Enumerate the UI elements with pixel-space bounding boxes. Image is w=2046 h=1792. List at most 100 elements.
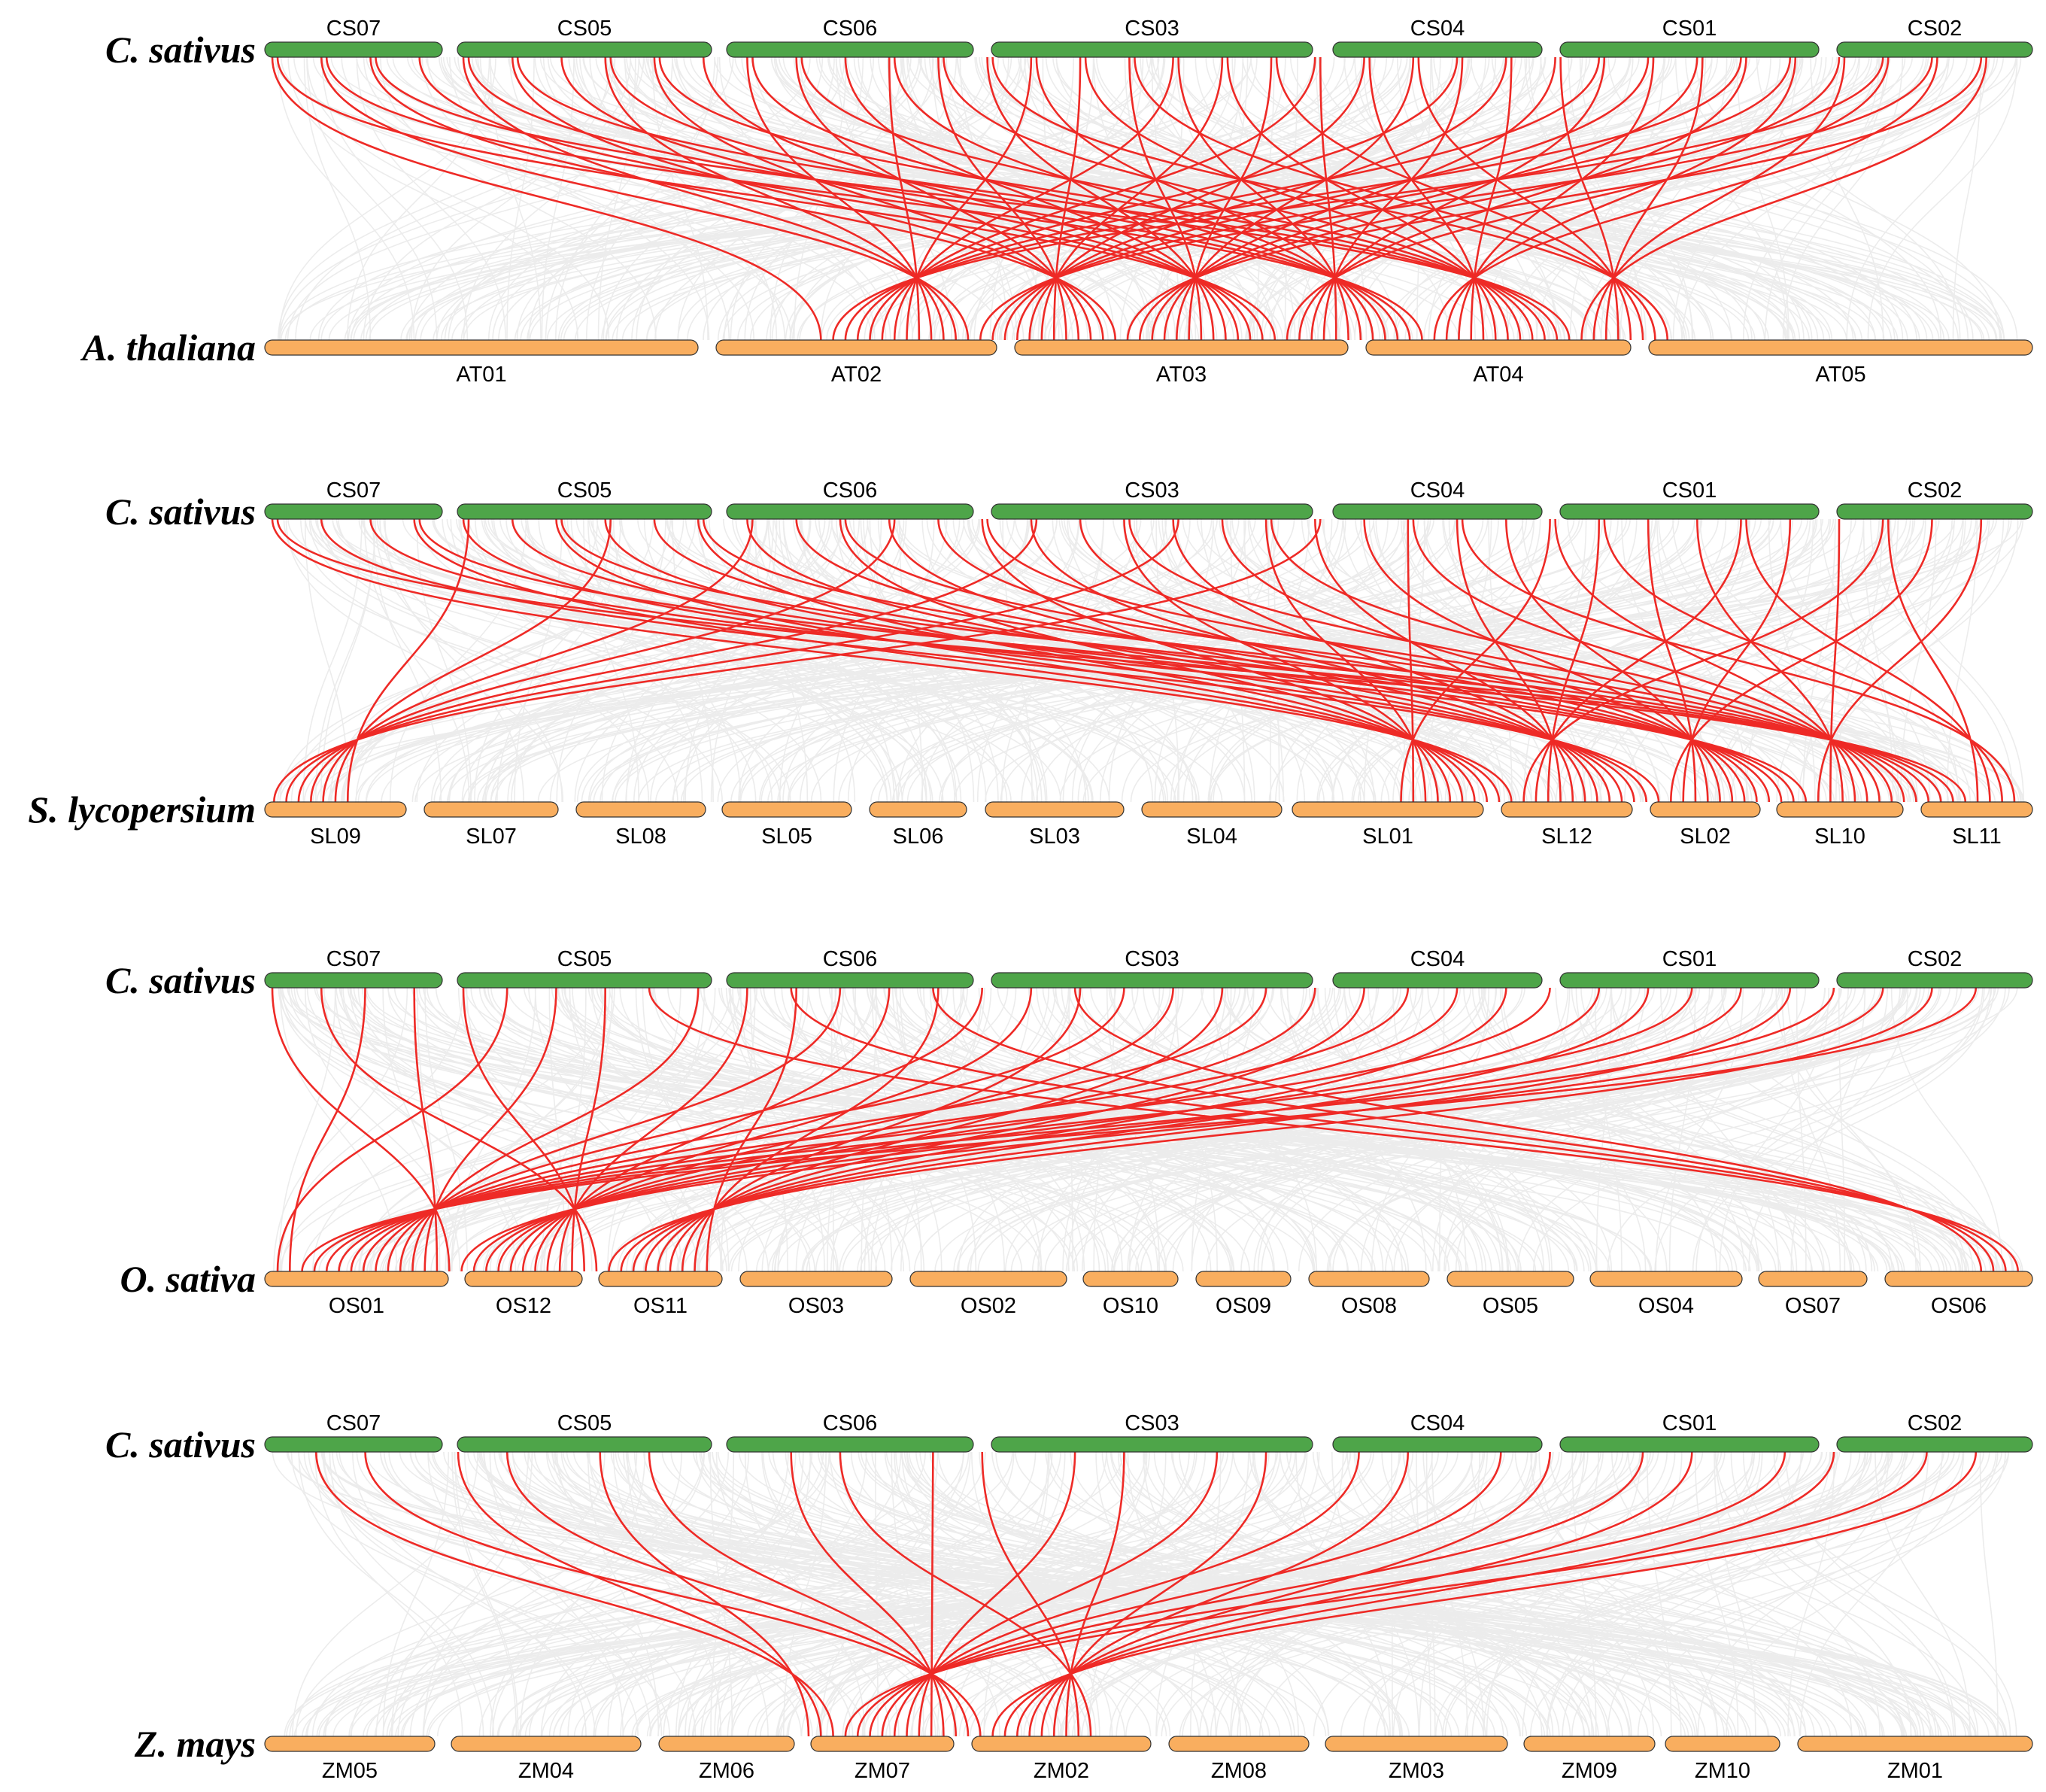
comparison-species-label: S. lycopersium — [28, 788, 256, 831]
comparison-chromosome-bar — [1884, 1271, 2033, 1287]
background-link — [1730, 1451, 1912, 1737]
syntenic-link — [271, 518, 1513, 803]
syntenic-link — [1559, 56, 1619, 341]
background-link — [1818, 518, 2005, 803]
reference-chromosome-bar — [726, 972, 974, 989]
background-link — [442, 56, 1524, 341]
syntenic-link — [369, 56, 1116, 341]
syntenic-link — [751, 56, 1386, 341]
reference-chromosome-label: CS01 — [1662, 1411, 1717, 1435]
syntenic-link — [546, 987, 891, 1272]
background-link — [1579, 56, 1693, 341]
comparison-chromosome-bar — [810, 1736, 955, 1752]
background-link — [1353, 1451, 1807, 1737]
background-link — [298, 1451, 484, 1737]
background-link — [1607, 987, 1984, 1272]
comparison-chromosome-bar — [264, 1271, 449, 1287]
background-link — [371, 518, 1176, 803]
comparison-species-label: O. sativa — [120, 1258, 256, 1300]
reference-chromosome-bar — [264, 503, 443, 520]
background-link — [1279, 1451, 1796, 1737]
background-link — [650, 56, 1515, 341]
background-link — [280, 56, 1154, 341]
syntenic-link — [413, 987, 439, 1272]
background-link — [1375, 518, 1661, 803]
background-link — [908, 1451, 1885, 1737]
reference-chromosome-bar — [457, 503, 712, 520]
syntenic-link — [285, 518, 1179, 803]
syntenic-link — [1470, 56, 1513, 341]
syntenic-link — [276, 987, 508, 1272]
background-link — [1522, 1451, 1683, 1737]
reference-chromosome-label: CS04 — [1410, 1411, 1465, 1435]
syntenic-link — [276, 56, 1276, 341]
background-link — [985, 518, 1890, 803]
background-link — [1351, 518, 1911, 803]
background-link — [852, 987, 1212, 1272]
comparison-chromosome-bar — [1589, 1271, 1743, 1287]
reference-chromosome-bar — [991, 1436, 1313, 1453]
syntenic-link — [1221, 518, 1734, 803]
syntenic-link — [1052, 1451, 1267, 1737]
background-link — [583, 518, 639, 803]
comparison-chromosome-bar — [1014, 339, 1349, 356]
background-link-group — [272, 1451, 2017, 1737]
syntenic-link — [930, 1451, 934, 1737]
background-link — [1393, 56, 1823, 341]
comparison-chromosome-label: SL02 — [1680, 825, 1731, 849]
background-link — [708, 987, 845, 1272]
comparison-chromosome-label: ZM08 — [1211, 1759, 1267, 1783]
syntenic-link — [1065, 1451, 1125, 1737]
background-link — [289, 1451, 1013, 1737]
background-link — [976, 518, 1104, 803]
syntenic-link — [310, 518, 896, 803]
comparison-chromosome-label: SL05 — [761, 825, 812, 849]
background-link — [451, 987, 536, 1272]
syntenic-link — [1580, 56, 1987, 341]
background-link — [553, 987, 1765, 1272]
syntenic-link — [1226, 56, 1497, 341]
syntenic-link — [681, 987, 1082, 1272]
syntenic-link — [462, 987, 585, 1272]
background-link — [1540, 56, 2018, 341]
background-link — [1121, 518, 1604, 803]
background-link — [1787, 1451, 1835, 1737]
background-link — [322, 1451, 639, 1737]
background-link — [487, 56, 845, 341]
background-link — [1176, 518, 1501, 803]
comparison-chromosome-label: AT02 — [831, 363, 882, 387]
reference-chromosome-label: CS07 — [326, 1411, 381, 1435]
background-link — [1874, 1451, 1971, 1737]
background-link — [278, 56, 496, 341]
background-link — [432, 518, 1847, 803]
syntenic-link — [273, 518, 1322, 803]
syntenic-link — [375, 56, 1571, 341]
comparison-chromosome-label: ZM04 — [518, 1759, 574, 1783]
background-link — [393, 987, 1577, 1272]
comparison-chromosome-label: OS02 — [961, 1294, 1016, 1318]
background-link — [1721, 987, 1998, 1272]
background-link — [414, 56, 1252, 341]
comparison-chromosome-label: SL09 — [310, 825, 361, 849]
background-link — [1555, 987, 1745, 1272]
syntenic-link — [387, 987, 983, 1272]
background-link — [1213, 56, 1813, 341]
background-link — [1182, 1451, 1868, 1737]
background-link — [1786, 987, 1917, 1272]
background-link — [1147, 56, 1362, 341]
background-link — [1714, 1451, 1756, 1737]
background-link — [1263, 56, 1801, 341]
background-link — [1175, 987, 1218, 1272]
syntenic-link — [509, 987, 1316, 1272]
syntenic-link — [289, 987, 366, 1272]
background-link — [490, 56, 542, 341]
syntenic-link — [918, 1451, 1076, 1737]
reference-chromosome-label: CS06 — [823, 17, 878, 41]
background-link — [728, 987, 1522, 1272]
background-link — [1054, 56, 1461, 341]
background-link — [737, 56, 1672, 341]
reference-chromosome-label: CS04 — [1410, 947, 1465, 971]
syntenic-link — [1151, 56, 1698, 341]
syntenic-link — [467, 56, 1411, 341]
background-link — [1246, 987, 1794, 1272]
